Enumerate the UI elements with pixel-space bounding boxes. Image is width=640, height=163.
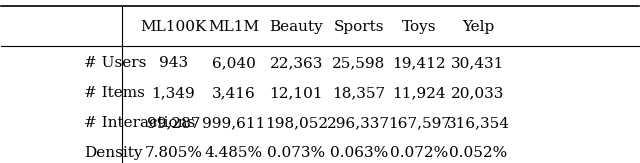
- Text: 30,431: 30,431: [451, 56, 505, 70]
- Text: Toys: Toys: [402, 20, 436, 34]
- Text: Sports: Sports: [333, 20, 384, 34]
- Text: 6,040: 6,040: [212, 56, 256, 70]
- Text: 20,033: 20,033: [451, 86, 505, 100]
- Text: 7.805%: 7.805%: [145, 146, 202, 160]
- Text: # Items: # Items: [84, 86, 145, 100]
- Text: 198,052: 198,052: [265, 116, 328, 130]
- Text: 0.072%: 0.072%: [390, 146, 449, 160]
- Text: ML100K: ML100K: [140, 20, 207, 34]
- Text: 999,611: 999,611: [202, 116, 266, 130]
- Text: 4.485%: 4.485%: [205, 146, 263, 160]
- Text: 0.073%: 0.073%: [268, 146, 326, 160]
- Text: 167,597: 167,597: [388, 116, 451, 130]
- Text: 22,363: 22,363: [269, 56, 323, 70]
- Text: 296,337: 296,337: [328, 116, 390, 130]
- Text: # Interactions: # Interactions: [84, 116, 195, 130]
- Text: Yelp: Yelp: [462, 20, 494, 34]
- Text: 18,357: 18,357: [332, 86, 385, 100]
- Text: 12,101: 12,101: [269, 86, 323, 100]
- Text: 19,412: 19,412: [392, 56, 446, 70]
- Text: Density: Density: [84, 146, 143, 160]
- Text: 1,349: 1,349: [152, 86, 195, 100]
- Text: 0.052%: 0.052%: [449, 146, 507, 160]
- Text: Beauty: Beauty: [269, 20, 323, 34]
- Text: 943: 943: [159, 56, 188, 70]
- Text: 0.063%: 0.063%: [330, 146, 388, 160]
- Text: 3,416: 3,416: [212, 86, 256, 100]
- Text: # Users: # Users: [84, 56, 147, 70]
- Text: 25,598: 25,598: [332, 56, 385, 70]
- Text: ML1M: ML1M: [209, 20, 260, 34]
- Text: 99,287: 99,287: [147, 116, 200, 130]
- Text: 11,924: 11,924: [392, 86, 446, 100]
- Text: 316,354: 316,354: [447, 116, 509, 130]
